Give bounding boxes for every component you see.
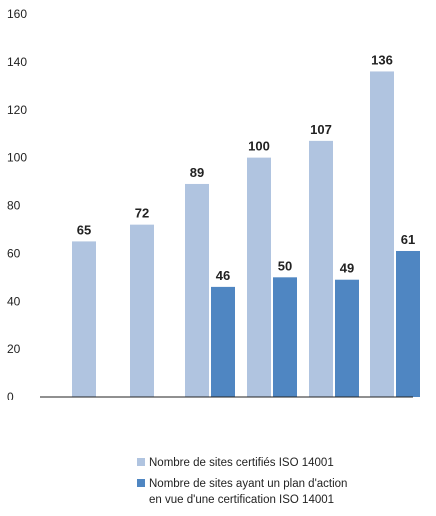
data-label-series-1-2008: 50 bbox=[278, 258, 292, 273]
legend-label-action-plan: Nombre de sites ayant un plan d'action e… bbox=[149, 478, 348, 506]
legend-swatch-certified bbox=[137, 458, 145, 466]
bars bbox=[72, 71, 420, 397]
bar-series-0-2007 bbox=[185, 183, 209, 397]
data-label-series-0-2007: 89 bbox=[190, 165, 204, 180]
data-label-series-0-2006: 72 bbox=[135, 206, 149, 221]
bar-series-0-2009 bbox=[309, 140, 333, 397]
data-labels: 65 72 89 46 100 50 107 49 136 61 bbox=[77, 52, 415, 282]
y-tick-label: 20 bbox=[7, 342, 21, 356]
legend-label-certified: Nombre de sites certifiés ISO 14001 bbox=[149, 457, 334, 469]
bar-series-0-2010 bbox=[370, 71, 394, 397]
bar-series-0-2005 bbox=[72, 241, 96, 397]
bar-series-1-2008 bbox=[273, 277, 297, 397]
bar-series-1-2010 bbox=[396, 250, 420, 397]
y-tick-label: 0 bbox=[7, 390, 14, 400]
y-tick-label: 60 bbox=[7, 246, 21, 260]
data-label-series-1-2007: 46 bbox=[216, 268, 230, 283]
data-label-series-0-2010: 136 bbox=[371, 52, 393, 67]
data-label-series-0-2009: 107 bbox=[310, 122, 332, 137]
legend-item-action-plan: Nombre de sites ayant un plan d'action e… bbox=[137, 476, 427, 508]
data-label-series-1-2010: 61 bbox=[401, 232, 415, 247]
y-tick-label: 80 bbox=[7, 199, 21, 213]
bar-chart: 0 20 40 60 80 100 120 140 160 65 72 89 46 100 50 107 49… bbox=[7, 7, 420, 400]
legend-swatch-action-plan bbox=[137, 479, 145, 487]
legend: Nombre de sites certifiés ISO 14001 Nomb… bbox=[137, 455, 427, 513]
bar-series-1-2009 bbox=[335, 279, 359, 397]
data-label-series-0-2005: 65 bbox=[77, 222, 91, 237]
y-tick-label: 40 bbox=[7, 294, 21, 308]
data-label-series-0-2008: 100 bbox=[248, 139, 270, 154]
bar-series-0-2008 bbox=[247, 157, 271, 397]
y-tick-label: 120 bbox=[7, 103, 27, 117]
y-axis-ticks: 0 20 40 60 80 100 120 140 160 bbox=[7, 7, 27, 400]
data-label-series-1-2009: 49 bbox=[340, 261, 354, 276]
legend-item-certified: Nombre de sites certifiés ISO 14001 bbox=[137, 455, 427, 471]
y-tick-label: 100 bbox=[7, 151, 27, 165]
bar-series-1-2007 bbox=[211, 286, 235, 397]
bar-series-0-2006 bbox=[130, 224, 154, 397]
y-tick-label: 140 bbox=[7, 55, 27, 69]
y-tick-label: 160 bbox=[7, 7, 27, 21]
